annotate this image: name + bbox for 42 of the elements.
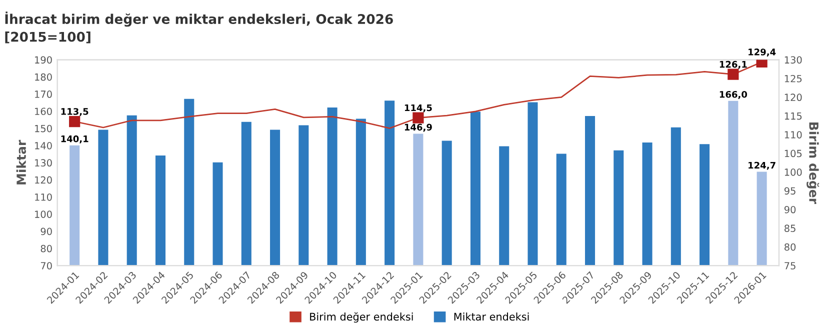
y-tick-label: 140 (35, 142, 52, 150)
y2-tick-label: 95 (784, 187, 796, 195)
chart-title: İhracat birim değer ve miktar endeksleri, Ocak 2026 (5, 12, 393, 27)
y-tick-label: 90 (40, 228, 52, 236)
y2-tick-label: 125 (784, 74, 802, 82)
y2-tick-label: 85 (784, 224, 796, 232)
data-label: 124,7 (748, 162, 776, 170)
y-tick-label: 100 (35, 210, 52, 218)
y-axis-title: Miktar (16, 140, 26, 184)
data-label: 140,1 (61, 135, 88, 144)
data-label: 113,5 (61, 108, 88, 116)
y2-tick-label: 115 (784, 112, 802, 120)
y-tick-label: 150 (35, 124, 52, 132)
y-tick-label: 130 (35, 159, 52, 167)
data-label: 146,9 (404, 124, 432, 132)
y2-tick-label: 120 (784, 94, 802, 102)
y-tick-label: 80 (40, 244, 52, 252)
data-label: 129,4 (748, 48, 776, 57)
legend-label: Birim değer endeksi (310, 312, 413, 323)
y-tick-label: 180 (35, 73, 52, 81)
y-tick-label: 170 (35, 90, 52, 98)
y2-axis-title: Birim değer (806, 122, 820, 204)
data-label: 166,0 (720, 90, 748, 99)
y2-tick-label: 110 (784, 131, 802, 138)
point (728, 68, 739, 80)
y2-tick-label: 130 (784, 56, 802, 64)
y-tick-label: 120 (35, 176, 52, 184)
legend-label: Miktar endeksi (454, 312, 529, 321)
data-label: 114,5 (404, 104, 432, 112)
y2-tick-label: 75 (784, 262, 796, 270)
y-tick-label: 110 (35, 193, 52, 201)
y-tick-label: 190 (35, 56, 52, 64)
y2-tick-label: 100 (784, 168, 802, 176)
point (69, 116, 80, 128)
data-label: 126,1 (720, 60, 747, 69)
y-tick-label: 160 (35, 108, 52, 116)
y2-tick-label: 90 (784, 206, 796, 214)
y2-tick-label: 105 (784, 150, 802, 158)
point (412, 112, 424, 124)
y-tick-label: 70 (40, 262, 52, 270)
y2-tick-label: 80 (784, 243, 796, 251)
chart-subtitle: [2015=100] (5, 32, 90, 44)
